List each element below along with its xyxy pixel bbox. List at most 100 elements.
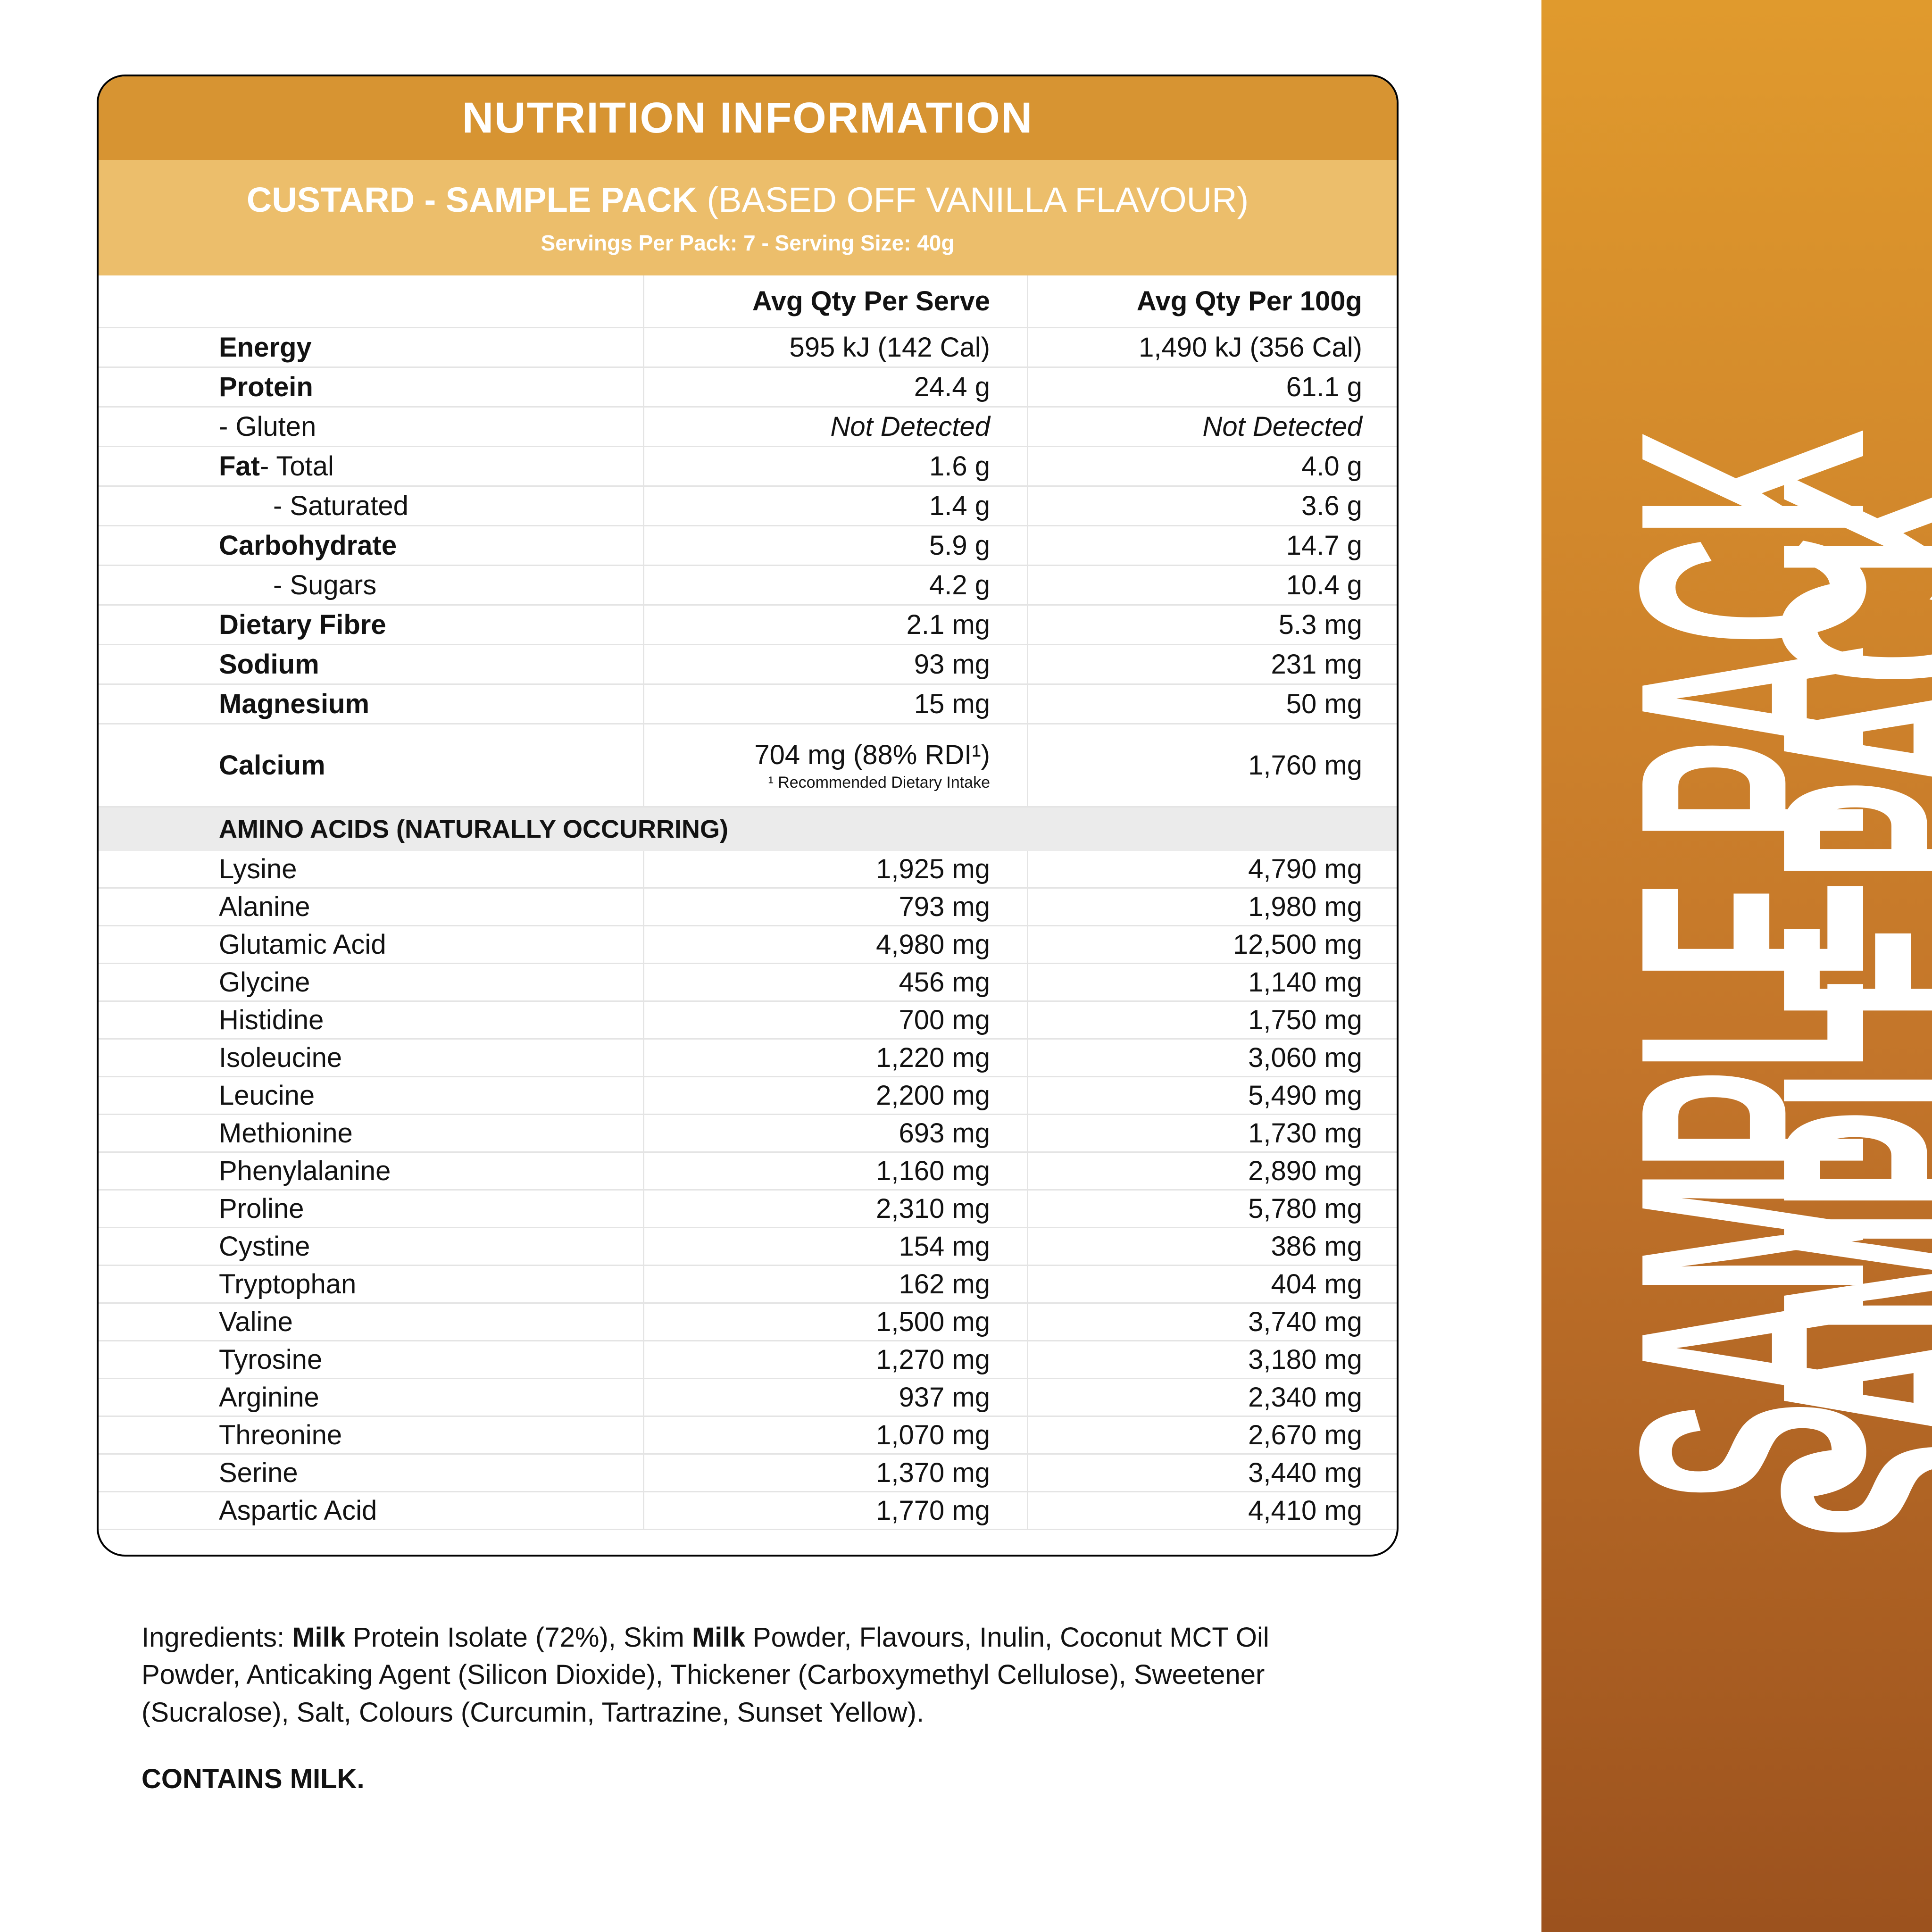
amino-per-serve: 1,160 mg xyxy=(643,1153,1027,1189)
table-row: Calcium 704 mg (88% RDI¹) ¹ Recommended Di… xyxy=(99,724,1397,808)
amino-table-row: Tryptophan 162 mg 404 mg xyxy=(99,1266,1397,1304)
row-label-text: Carbohydrate xyxy=(219,530,397,561)
amino-table-row: Tyrosine 1,270 mg 3,180 mg xyxy=(99,1341,1397,1379)
value-per-100g: 5.3 mg xyxy=(1027,606,1397,644)
row-label: Protein xyxy=(99,368,643,406)
amino-per-serve: 162 mg xyxy=(643,1266,1027,1302)
amino-name: Lysine xyxy=(219,854,297,884)
amino-table-row: Phenylalanine 1,160 mg 2,890 mg xyxy=(99,1153,1397,1191)
value-per-100g: Not Detected xyxy=(1027,408,1397,446)
ingredient-text: Ingredients: xyxy=(142,1622,292,1653)
amino-per-100g: 1,140 mg xyxy=(1027,964,1397,1000)
row-label-text: Calcium xyxy=(219,750,325,781)
value-per-serve: 15 mg xyxy=(643,685,1027,723)
nutrition-table: Energy 595 kJ (142 Cal) 1,490 kJ (356 Cal)… xyxy=(99,328,1397,808)
ingredient-text: Powder, Flavours, Inulin, Coconut MCT Oi… xyxy=(142,1622,1269,1728)
amino-per-100g: 2,670 mg xyxy=(1027,1417,1397,1453)
header-cell-per-100g: Avg Qty Per 100g xyxy=(1027,275,1397,327)
amino-per-100g: 2,340 mg xyxy=(1027,1379,1397,1416)
row-label: - Gluten xyxy=(99,408,643,446)
value-with-footnote: 704 mg (88% RDI¹) ¹ Recommended Dietary I… xyxy=(754,739,990,792)
value-per-100g: 14.7 g xyxy=(1027,526,1397,565)
value-per-100g: 50 mg xyxy=(1027,685,1397,723)
ingredients-block: Ingredients: Milk Protein Isolate (72%),… xyxy=(142,1619,1373,1798)
amino-name: Cystine xyxy=(219,1231,310,1262)
row-label: Carbohydrate xyxy=(99,526,643,565)
amino-per-serve: 4,980 mg xyxy=(643,926,1027,963)
table-row: Protein 24.4 g 61.1 g xyxy=(99,368,1397,408)
amino-table-row: Alanine 793 mg 1,980 mg xyxy=(99,889,1397,926)
amino-per-100g: 386 mg xyxy=(1027,1228,1397,1265)
value-per-100g: 1,760 mg xyxy=(1027,724,1397,806)
table-row: Carbohydrate 5.9 g 14.7 g xyxy=(99,526,1397,566)
amino-per-serve: 1,070 mg xyxy=(643,1417,1027,1453)
amino-per-100g: 4,790 mg xyxy=(1027,851,1397,887)
amino-name: Alanine xyxy=(219,891,310,922)
value-per-serve: 1.4 g xyxy=(643,487,1027,525)
footnote-text: ¹ Recommended Dietary Intake xyxy=(768,773,990,791)
header-cell-blank xyxy=(99,275,643,327)
row-label: - Saturated xyxy=(99,487,643,525)
amino-per-serve: 1,220 mg xyxy=(643,1040,1027,1076)
amino-table-row: Cystine 154 mg 386 mg xyxy=(99,1228,1397,1266)
amino-name: Glutamic Acid xyxy=(219,929,386,960)
amino-per-serve: 154 mg xyxy=(643,1228,1027,1265)
amino-name: Tryptophan xyxy=(219,1269,357,1299)
row-label: Calcium xyxy=(99,724,643,806)
amino-per-100g: 3,740 mg xyxy=(1027,1304,1397,1340)
servings-line: Servings Per Pack: 7 - Serving Size: 40g xyxy=(541,231,955,255)
value-per-100g: 61.1 g xyxy=(1027,368,1397,406)
table-row: Magnesium 15 mg 50 mg xyxy=(99,685,1397,724)
ingredient-text: Protein Isolate (72%), Skim xyxy=(345,1622,692,1653)
value-per-serve: 2.1 mg xyxy=(643,606,1027,644)
amino-per-100g: 5,780 mg xyxy=(1027,1191,1397,1227)
amino-per-serve: 1,500 mg xyxy=(643,1304,1027,1340)
amino-per-serve: 2,200 mg xyxy=(643,1077,1027,1114)
value-text: 704 mg (88% RDI¹) xyxy=(754,739,990,770)
amino-acids-section-header: AMINO ACIDS (NATURALLY OCCURRING) xyxy=(99,808,1397,851)
amino-per-serve: 793 mg xyxy=(643,889,1027,925)
amino-per-100g: 4,410 mg xyxy=(1027,1492,1397,1529)
amino-per-100g: 1,730 mg xyxy=(1027,1115,1397,1151)
nutrition-panel-card: NUTRITION INFORMATION CUSTARD - SAMPLE P… xyxy=(97,75,1399,1557)
amino-table-row: Lysine 1,925 mg 4,790 mg xyxy=(99,851,1397,889)
product-name-line: CUSTARD - SAMPLE PACK (BASED OFF VANILLA… xyxy=(247,180,1249,220)
amino-name: Methionine xyxy=(219,1118,353,1149)
panel-title: NUTRITION INFORMATION xyxy=(462,94,1033,142)
amino-per-serve: 693 mg xyxy=(643,1115,1027,1151)
table-row: Dietary Fibre 2.1 mg 5.3 mg xyxy=(99,606,1397,645)
amino-name: Arginine xyxy=(219,1382,319,1413)
table-row: - Saturated 1.4 g 3.6 g xyxy=(99,487,1397,526)
allergen-statement: CONTAINS MILK. xyxy=(142,1764,365,1795)
nutrition-panel-header: NUTRITION INFORMATION xyxy=(99,76,1397,160)
amino-per-serve: 1,925 mg xyxy=(643,851,1027,887)
amino-per-100g: 5,490 mg xyxy=(1027,1077,1397,1114)
row-label: Sodium xyxy=(99,645,643,683)
row-label-text: - Total xyxy=(260,451,334,482)
amino-per-100g: 3,060 mg xyxy=(1027,1040,1397,1076)
value-per-100g: 231 mg xyxy=(1027,645,1397,683)
amino-table-row: Valine 1,500 mg 3,740 mg xyxy=(99,1304,1397,1341)
value-per-100g: 10.4 g xyxy=(1027,566,1397,604)
amino-name: Glycine xyxy=(219,967,310,998)
value-per-serve: Not Detected xyxy=(643,408,1027,446)
row-label: Energy xyxy=(99,328,643,366)
amino-per-serve: 2,310 mg xyxy=(643,1191,1027,1227)
row-label: Magnesium xyxy=(99,685,643,723)
sample-pack-sidebar: SAMPLE PACK xyxy=(1541,0,1932,1932)
product-name: CUSTARD - SAMPLE PACK xyxy=(246,180,697,219)
amino-per-100g: 3,440 mg xyxy=(1027,1455,1397,1491)
row-label-text: - Saturated xyxy=(273,491,408,521)
row-label-text: Sodium xyxy=(219,649,319,680)
table-row: Fat - Total 1.6 g 4.0 g xyxy=(99,447,1397,487)
amino-table-row: Glycine 456 mg 1,140 mg xyxy=(99,964,1397,1002)
amino-name: Threonine xyxy=(219,1420,342,1450)
header-cell-per-serve: Avg Qty Per Serve xyxy=(643,275,1027,327)
amino-per-serve: 1,370 mg xyxy=(643,1455,1027,1491)
amino-per-serve: 456 mg xyxy=(643,964,1027,1000)
row-label: Dietary Fibre xyxy=(99,606,643,644)
amino-table-row: Proline 2,310 mg 5,780 mg xyxy=(99,1191,1397,1228)
amino-per-serve: 937 mg xyxy=(643,1379,1027,1416)
product-subheader: CUSTARD - SAMPLE PACK (BASED OFF VANILLA… xyxy=(99,160,1397,275)
row-label-text: - Gluten xyxy=(219,411,316,442)
